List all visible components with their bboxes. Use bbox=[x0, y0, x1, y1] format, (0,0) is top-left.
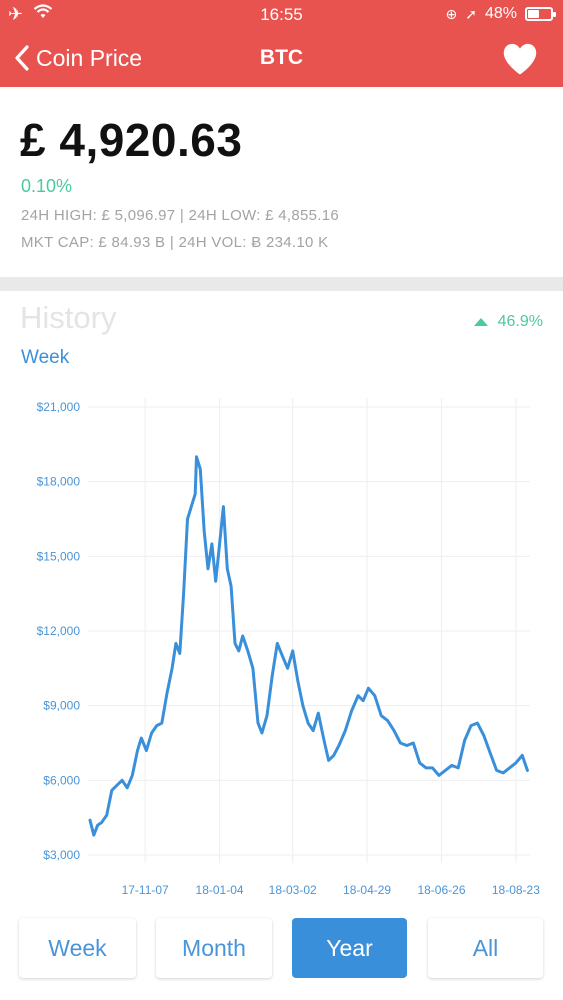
y-tick-label: $18,000 bbox=[37, 475, 81, 489]
y-tick-label: $3,000 bbox=[43, 848, 80, 862]
y-tick-label: $21,000 bbox=[37, 400, 81, 414]
battery-percent: 48% bbox=[484, 5, 517, 22]
tab-year[interactable]: Year bbox=[292, 918, 407, 978]
heart-icon[interactable] bbox=[501, 42, 539, 76]
x-tick-label: 18-08-23 bbox=[492, 883, 540, 897]
battery-icon bbox=[525, 7, 556, 21]
price-series-line bbox=[88, 455, 529, 837]
wifi-icon bbox=[33, 4, 53, 18]
period-label: Week bbox=[21, 347, 70, 368]
cap-volume-stats: MKT CAP: £ 84.93 B | 24H VOL: Ƀ 234.10 K bbox=[21, 234, 329, 251]
period-tabs: Week Month Year All bbox=[0, 916, 563, 980]
status-time: 16:55 bbox=[260, 5, 303, 24]
x-tick-label: 18-01-04 bbox=[196, 883, 244, 897]
y-tick-label: $15,000 bbox=[37, 549, 81, 563]
x-tick-label: 18-03-02 bbox=[269, 883, 317, 897]
history-change: 46.9% bbox=[473, 313, 543, 331]
x-tick-label: 18-04-29 bbox=[343, 883, 391, 897]
nav-bar: Coin Price BTC bbox=[0, 30, 563, 87]
current-price: £ 4,920.63 bbox=[20, 114, 243, 166]
section-divider bbox=[0, 277, 563, 291]
chevron-left-icon bbox=[15, 45, 29, 71]
tab-month[interactable]: Month bbox=[156, 918, 272, 978]
x-tick-label: 17-11-07 bbox=[122, 883, 169, 897]
page-title: BTC bbox=[259, 46, 304, 69]
status-bar: ✈ 16:55 ⊕ ➚ 48% bbox=[0, 0, 563, 30]
battery-fill bbox=[528, 10, 539, 18]
tab-week[interactable]: Week bbox=[19, 918, 136, 978]
y-tick-label: $12,000 bbox=[37, 624, 81, 638]
status-left: ✈ bbox=[8, 4, 53, 25]
y-tick-label: $9,000 bbox=[43, 699, 80, 713]
price-chart-svg: $3,000 $6,000 $9,000 $12,000 $15,000 $18,000 $… bbox=[37, 398, 540, 897]
high-low-stats: 24H HIGH: £ 5,096.97 | 24H LOW: £ 4,855.… bbox=[21, 207, 340, 224]
price-chart: $3,000 $6,000 $9,000 $12,000 $15,000 $18,000 $… bbox=[0, 380, 563, 900]
price-change: 0.10% bbox=[21, 176, 73, 196]
lock-rotation-icon: ⊕ bbox=[445, 5, 458, 22]
status-right: ⊕ ➚ 48% bbox=[445, 5, 556, 23]
x-tick-label: 18-06-26 bbox=[417, 883, 465, 897]
location-arrow-icon: ➚ bbox=[465, 5, 477, 22]
price-section: £ 4,920.63 0.10% 24H HIGH: £ 5,096.97 | … bbox=[0, 87, 563, 277]
history-title: History bbox=[20, 300, 117, 335]
y-tick-label: $6,000 bbox=[43, 773, 80, 787]
tab-all[interactable]: All bbox=[428, 918, 543, 978]
back-label: Coin Price bbox=[36, 44, 143, 71]
back-button[interactable]: Coin Price bbox=[14, 40, 142, 76]
airplane-icon: ✈ bbox=[8, 4, 24, 24]
triangle-up-icon bbox=[473, 318, 488, 326]
history-change-value: 46.9% bbox=[497, 313, 543, 330]
